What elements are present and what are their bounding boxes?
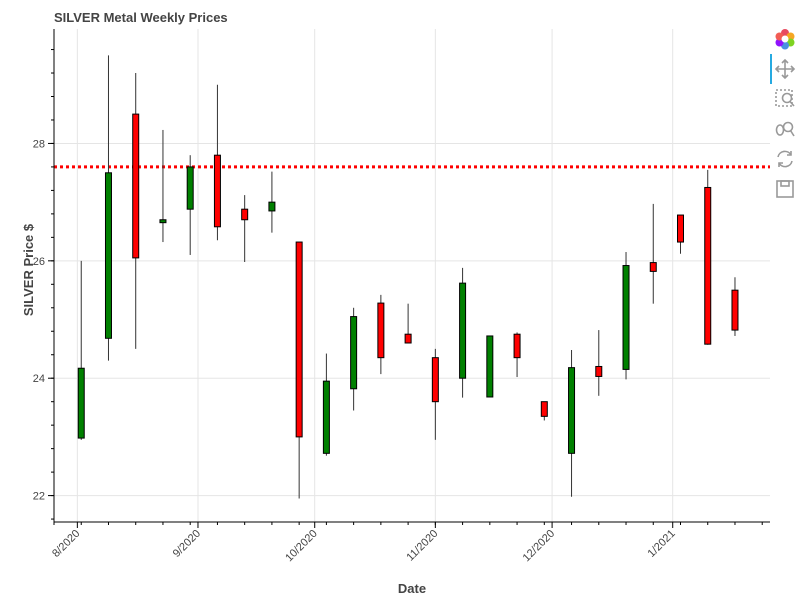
chart-title: SILVER Metal Weekly Prices (54, 10, 228, 25)
candle-body-down (213, 154, 221, 228)
x-tick-label: 10/2020 (283, 528, 320, 565)
candle-body-down (132, 113, 140, 259)
wheel-zoom-icon[interactable] (774, 118, 796, 140)
candle (132, 73, 140, 349)
box-zoom-icon[interactable] (774, 88, 796, 110)
candle (159, 129, 167, 243)
candle (350, 307, 358, 411)
candle-body-down (677, 214, 684, 243)
candle-body-down (704, 186, 712, 345)
candle (186, 155, 194, 255)
candle (104, 55, 112, 361)
candle-body-down (295, 241, 303, 438)
candle-body-down (540, 401, 548, 417)
candle (486, 335, 494, 398)
candle (241, 195, 249, 263)
x-tick-label: 12/2020 (521, 528, 558, 565)
candle-body-down (513, 333, 521, 359)
candle-body-down (377, 302, 385, 359)
y-axis-ticks: 22 24 26 28 (33, 49, 54, 520)
grid (54, 29, 770, 522)
candle-body-down (649, 262, 657, 272)
y-tick-label: 22 (33, 491, 45, 503)
pan-icon[interactable] (774, 58, 796, 80)
axes (53, 29, 770, 523)
candle-body-up (350, 316, 358, 390)
candle-body-up (486, 335, 494, 398)
y-axis-label: SILVER Price $ (21, 223, 36, 316)
candle-body-down (431, 357, 439, 403)
candle (540, 401, 548, 421)
candle (295, 241, 303, 499)
candle-body-up (104, 172, 112, 339)
candle-body-up (159, 219, 167, 224)
candle-body-down (595, 365, 603, 377)
x-tick-label: 9/2020 (171, 528, 203, 560)
candle (568, 350, 576, 497)
candle-body-up (77, 367, 85, 439)
candles (77, 55, 739, 499)
candle (704, 169, 712, 345)
candle (649, 203, 657, 304)
candle (731, 277, 739, 336)
reset-icon[interactable] (774, 148, 796, 170)
candle (268, 171, 276, 233)
x-axis-label: Date (398, 581, 426, 596)
y-tick-label: 24 (33, 373, 45, 385)
candle-body-down (731, 289, 739, 331)
candle-body-up (322, 380, 330, 454)
candle (77, 260, 85, 440)
x-tick-label: 8/2020 (50, 528, 82, 560)
candle (431, 348, 439, 440)
y-tick-label: 26 (33, 256, 45, 268)
candle-body-up (622, 265, 630, 370)
candle-body-up (459, 282, 467, 379)
toolbar (770, 24, 800, 204)
save-icon[interactable] (774, 178, 796, 200)
candle (595, 330, 603, 396)
x-axis-ticks: 8/2020 9/2020 10/2020 11/2020 12/2020 1/2021 (50, 522, 763, 565)
candle-body-up (568, 367, 576, 454)
x-tick-label: 1/2021 (646, 528, 678, 560)
bokeh-logo-icon[interactable] (774, 28, 796, 50)
candle (322, 353, 330, 456)
candle (622, 252, 630, 380)
candle-body-up (186, 166, 194, 210)
candle-body-up (268, 201, 276, 212)
candle-body-down (241, 208, 249, 221)
candle (513, 332, 521, 378)
candle (213, 84, 221, 241)
y-tick-label: 28 (33, 138, 45, 150)
candle (459, 267, 467, 398)
candle (377, 294, 385, 375)
x-tick-label: 11/2020 (404, 528, 440, 564)
candle (677, 214, 684, 254)
candle (404, 303, 412, 344)
active-tool-indicator (770, 54, 772, 84)
candle-body-down (404, 333, 412, 344)
